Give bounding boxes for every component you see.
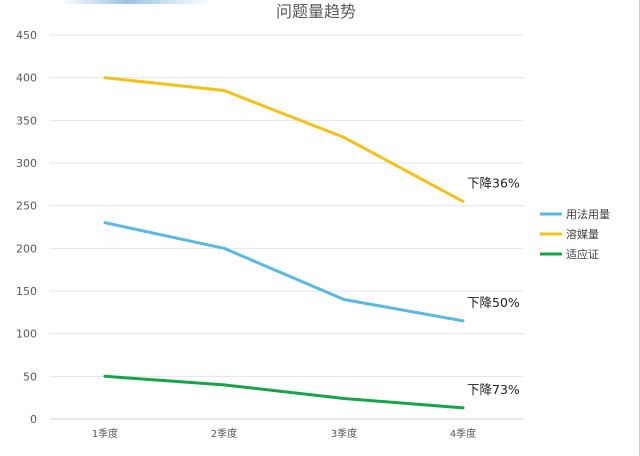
- y-tick-label: 100: [16, 328, 37, 341]
- series-line-1: [103, 221, 465, 323]
- annotation-label: 下降50%: [467, 295, 520, 310]
- grid-lines: [50, 34, 524, 420]
- y-tick-label: 250: [16, 200, 37, 213]
- annotations: 下降36% 下降50% 下降73%: [467, 175, 520, 397]
- x-axis: 1季度 2季度 3季度 4季度: [92, 427, 476, 440]
- top-accent-bar: [60, 0, 210, 4]
- x-tick-label: 3季度: [331, 427, 357, 440]
- legend-label: 溶媒量: [566, 227, 599, 241]
- x-tick-label: 2季度: [211, 427, 237, 440]
- x-tick-label: 4季度: [450, 427, 476, 440]
- series-line-3: [103, 374, 465, 410]
- y-tick-label: 300: [16, 157, 37, 170]
- legend-label: 用法用量: [566, 207, 610, 221]
- series-lines: [103, 76, 465, 410]
- chart-title: 问题量趋势: [276, 2, 356, 21]
- y-tick-label: 50: [23, 370, 37, 383]
- y-tick-label: 350: [16, 114, 37, 127]
- series-line-2: [103, 76, 465, 203]
- annotation-label: 下降73%: [467, 382, 520, 397]
- x-tick-label: 1季度: [92, 427, 118, 440]
- y-tick-label: 450: [16, 29, 37, 42]
- legend-label: 适应证: [566, 247, 599, 261]
- y-tick-label: 400: [16, 72, 37, 85]
- y-tick-label: 150: [16, 285, 37, 298]
- y-tick-label: 200: [16, 242, 37, 255]
- annotation-label: 下降36%: [467, 175, 520, 190]
- y-axis: 0 50 100 150 200 250 300 350 400 450: [16, 29, 37, 426]
- y-tick-label: 0: [30, 413, 37, 426]
